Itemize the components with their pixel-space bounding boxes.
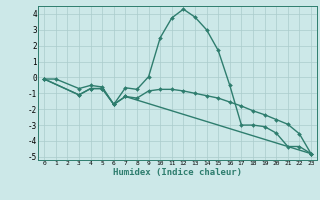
X-axis label: Humidex (Indice chaleur): Humidex (Indice chaleur) xyxy=(113,168,242,177)
